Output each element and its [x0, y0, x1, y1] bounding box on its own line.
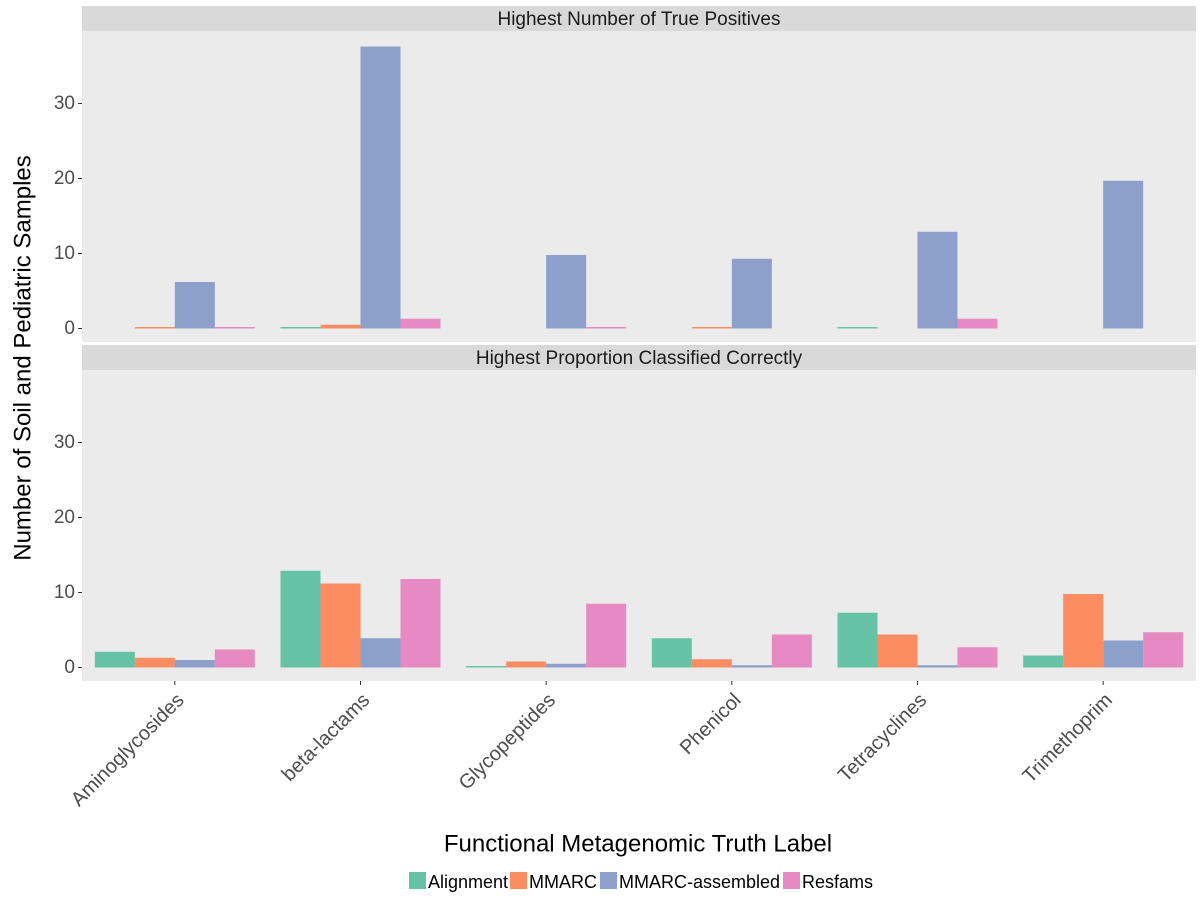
bar-mmarc-aminoglycosides — [134, 327, 175, 329]
bar-alignment-glycopeptides — [466, 666, 507, 668]
legend-swatch — [783, 872, 800, 889]
bar-mmarc-assembled-tetracyclines — [917, 231, 958, 329]
y-tick-label: 10 — [54, 243, 75, 264]
bar-resfams-aminoglycosides — [214, 327, 255, 329]
panel-title: Highest Proportion Classified Correctly — [476, 348, 803, 369]
y-tick-label: 0 — [64, 318, 75, 339]
bar-mmarc-assembled-trimethoprim — [1103, 180, 1144, 329]
bar-resfams-phenicol — [771, 634, 812, 668]
x-tick-label: Tetracyclines — [834, 689, 931, 786]
bar-resfams-glycopeptides — [586, 603, 627, 668]
bar-alignment-phenicol — [651, 638, 692, 668]
x-tick-label: Trimethoprim — [1019, 689, 1117, 787]
bar-resfams-trimethoprim — [1143, 632, 1184, 668]
bar-alignment-tetracyclines — [837, 327, 878, 329]
y-tick-label: 30 — [54, 93, 75, 114]
legend-item-resfams: Resfams — [783, 872, 873, 892]
plot-background — [82, 370, 1196, 681]
legend-label: MMARC-assembled — [619, 872, 780, 892]
bar-resfams-glycopeptides — [586, 327, 627, 329]
bar-alignment-trimethoprim — [1023, 655, 1064, 668]
y-tick-label: 0 — [64, 657, 75, 678]
bar-mmarc-assembled-phenicol — [731, 258, 772, 329]
bar-mmarc-assembled-trimethoprim — [1103, 640, 1144, 668]
bar-mmarc-aminoglycosides — [134, 657, 175, 668]
bar-alignment-beta-lactams — [280, 327, 321, 329]
bar-mmarc-beta-lactams — [320, 583, 361, 668]
legend-label: MMARC — [529, 872, 597, 892]
bar-resfams-tetracyclines — [957, 647, 998, 668]
x-tick-label: beta-lactams — [278, 689, 375, 786]
bar-mmarc-assembled-aminoglycosides — [174, 282, 215, 329]
legend-item-mmarc: MMARC — [510, 872, 597, 892]
x-tick-label: Aminoglycosides — [67, 689, 189, 811]
bar-mmarc-assembled-tetracyclines — [917, 665, 958, 668]
x-axis-title: Functional Metagenomic Truth Label — [444, 831, 832, 858]
bar-mmarc-assembled-phenicol — [731, 665, 772, 668]
bar-mmarc-assembled-glycopeptides — [546, 663, 587, 668]
legend-label: Resfams — [802, 872, 873, 892]
panel-strip — [82, 6, 1196, 31]
bar-mmarc-phenicol — [691, 659, 732, 668]
panel-title: Highest Number of True Positives — [497, 9, 780, 30]
bar-resfams-beta-lactams — [400, 318, 441, 329]
legend-label: Alignment — [428, 872, 508, 892]
bar-mmarc-trimethoprim — [1063, 594, 1104, 668]
legend-swatch — [510, 872, 527, 889]
y-tick-label: 20 — [54, 168, 75, 189]
legend-item-mmarc-assembled: MMARC-assembled — [600, 872, 780, 892]
bar-mmarc-tetracyclines — [877, 634, 918, 668]
bar-alignment-tetracyclines — [837, 612, 878, 668]
plot-background — [82, 31, 1196, 342]
bar-mmarc-glycopeptides — [506, 661, 547, 668]
x-tick-label: Phenicol — [676, 689, 746, 759]
bar-mmarc-assembled-glycopeptides — [546, 255, 587, 329]
bar-mmarc-beta-lactams — [320, 324, 361, 329]
x-tick-label: Glycopeptides — [455, 689, 560, 794]
bar-alignment-aminoglycosides — [94, 651, 135, 668]
panel-2: Highest Proportion Classified Correctly 0… — [54, 345, 1196, 681]
y-tick-label: 10 — [54, 582, 75, 603]
panels-layer: Highest Number of True Positives0102030H… — [54, 6, 1196, 681]
legend: Alignment MMARC MMARC-assembled Resfams — [409, 872, 873, 892]
panel-strip — [82, 345, 1196, 370]
x-axis: Aminoglycosides beta-lactams Glycopeptides… — [67, 681, 1117, 811]
bar-resfams-tetracyclines — [957, 318, 998, 329]
y-tick-label: 30 — [54, 432, 75, 453]
y-axis-title: Number of Soil and Pediatric Samples — [10, 155, 37, 561]
bar-resfams-beta-lactams — [400, 579, 441, 668]
legend-item-alignment: Alignment — [409, 872, 508, 892]
bar-mmarc-phenicol — [691, 327, 732, 329]
bar-mmarc-assembled-beta-lactams — [360, 638, 401, 668]
panel-1: Highest Number of True Positives 0 10 20 30 — [54, 6, 1196, 342]
y-tick-label: 20 — [54, 507, 75, 528]
legend-swatch — [600, 872, 617, 889]
bar-resfams-aminoglycosides — [214, 649, 255, 668]
bar-alignment-beta-lactams — [280, 570, 321, 668]
legend-swatch — [409, 872, 426, 889]
bar-mmarc-assembled-aminoglycosides — [174, 660, 215, 668]
bar-mmarc-assembled-beta-lactams — [360, 46, 401, 329]
